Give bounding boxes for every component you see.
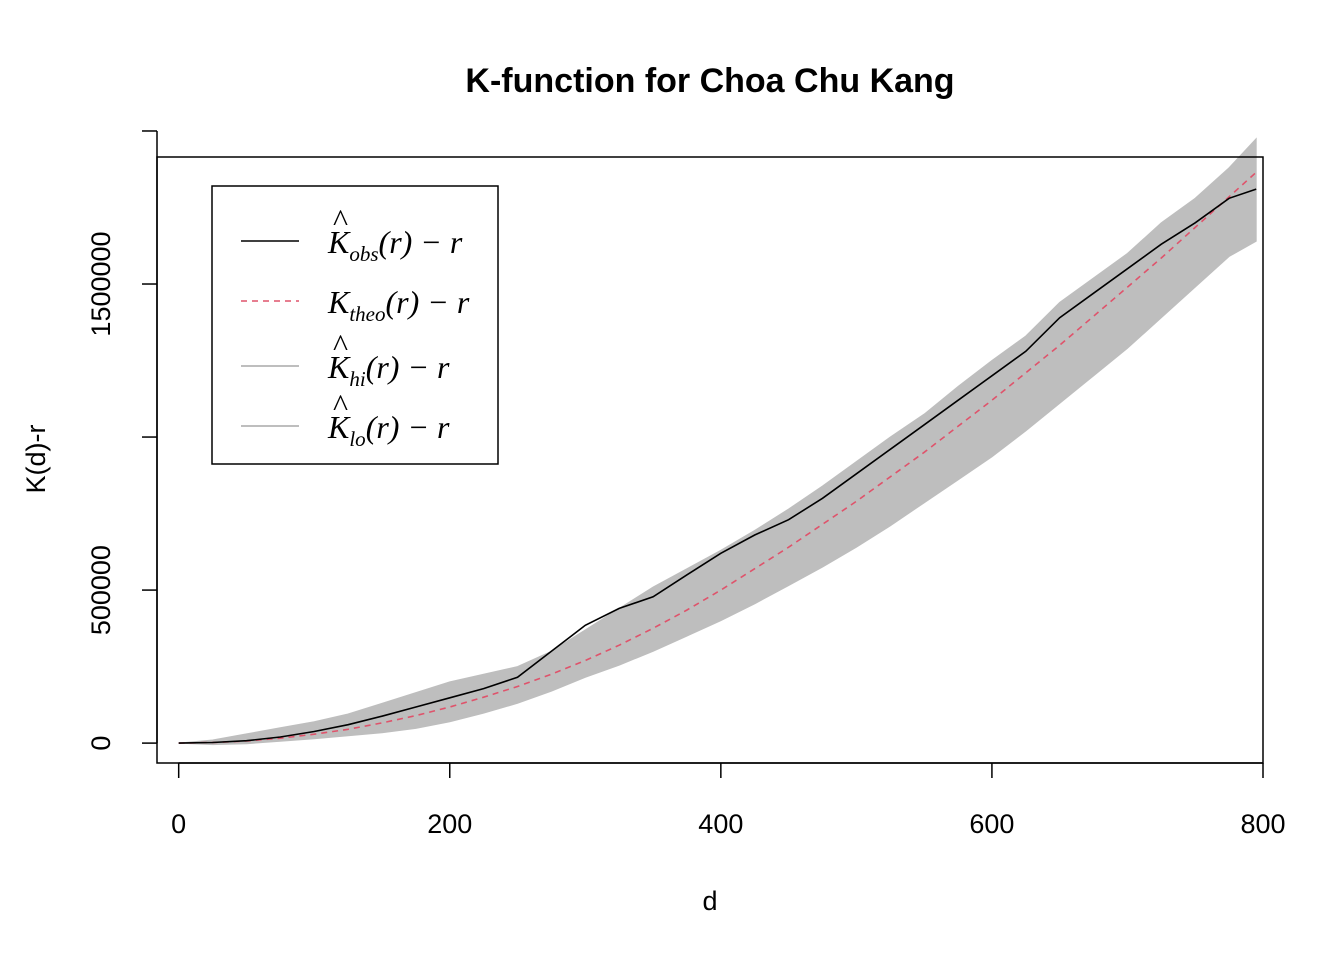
y-axis: 0 500000 1500000 (86, 130, 158, 751)
legend-label-hi: Khi(r) − r (327, 349, 450, 391)
legend-hat-obs: ^ (333, 202, 348, 238)
y-axis-label: K(d)-r (21, 425, 51, 494)
x-tick-label: 200 (427, 809, 472, 839)
x-tick-label: 800 (1240, 809, 1285, 839)
series-obs-line (178, 188, 1257, 744)
y-tick-label: 500000 (86, 545, 116, 635)
chart-title: K-function for Choa Chu Kang (465, 62, 954, 100)
series-theo-line (178, 171, 1257, 744)
y-tick-label: 1500000 (86, 231, 116, 336)
x-tick-label: 0 (171, 809, 186, 839)
legend-hat-lo: ^ (333, 387, 348, 423)
legend-label-theo: Ktheo(r) − r (327, 284, 470, 326)
y-tick-label: 0 (86, 736, 116, 751)
plot-area (178, 137, 1257, 746)
series-lines (178, 171, 1257, 744)
x-tick-label: 600 (969, 809, 1014, 839)
legend-label-obs: Kobs(r) − r (327, 224, 463, 266)
x-axis-label: d (702, 886, 717, 916)
legend-label-lo: Klo(r) − r (327, 409, 450, 451)
legend-box (211, 185, 499, 465)
x-tick-label: 400 (698, 809, 743, 839)
x-axis: 0 200 400 600 800 (171, 762, 1286, 839)
legend-hat-hi: ^ (333, 327, 348, 363)
